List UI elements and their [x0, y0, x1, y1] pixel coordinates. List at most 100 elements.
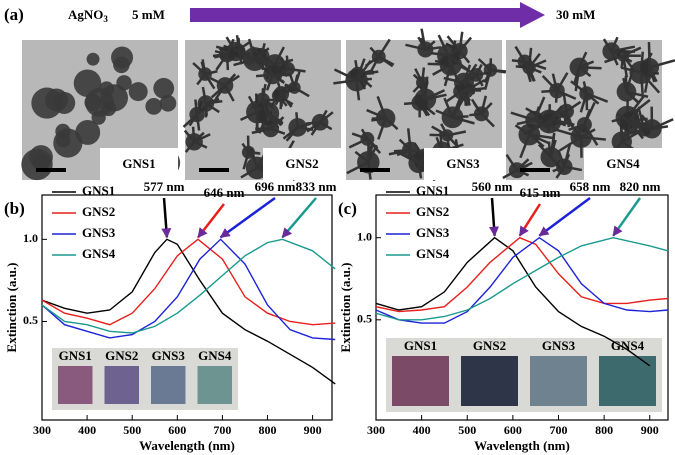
arrow	[190, 2, 545, 28]
spike	[446, 134, 458, 146]
spike	[215, 53, 229, 71]
inset-label: GNS2	[473, 338, 506, 353]
particle	[159, 94, 177, 112]
spike	[579, 66, 602, 70]
spectrum-line	[375, 236, 669, 324]
label-box	[100, 148, 178, 180]
y-tick-label: 1.0	[357, 229, 372, 243]
spike	[475, 64, 483, 76]
annotation-pointer	[197, 203, 225, 239]
spike	[502, 169, 518, 180]
spike	[622, 54, 635, 70]
legend-label: GNS4	[416, 246, 450, 261]
image-label: GNS2	[285, 156, 318, 171]
x-tick-label: 900	[304, 423, 322, 437]
label-box	[584, 148, 662, 180]
spike	[631, 121, 653, 130]
x-tick-label: 300	[33, 423, 51, 437]
spike	[405, 43, 426, 51]
spike	[251, 46, 263, 57]
spike	[565, 110, 573, 124]
y-axis-label: Extinction (a.u.)	[338, 263, 353, 353]
spike	[182, 113, 198, 128]
spike	[356, 77, 372, 82]
spike	[214, 84, 227, 100]
spike	[457, 91, 463, 110]
spike	[285, 126, 299, 142]
spike	[626, 90, 649, 98]
spike	[262, 59, 274, 76]
spike	[346, 161, 369, 175]
spectrum-line	[41, 238, 336, 334]
spike	[552, 165, 565, 173]
spike	[625, 90, 641, 105]
spike	[649, 59, 675, 69]
sample-swatch	[530, 356, 587, 406]
spike	[251, 99, 264, 110]
spike	[280, 93, 293, 108]
spike	[431, 125, 448, 137]
x-tick-label: 400	[413, 423, 431, 437]
spike	[240, 110, 258, 121]
sample-swatch	[599, 356, 656, 406]
spike	[425, 46, 442, 51]
spike	[568, 123, 585, 131]
spike	[578, 51, 588, 68]
spike	[333, 68, 358, 82]
spike	[355, 58, 366, 81]
spike	[430, 51, 449, 57]
spike	[266, 112, 284, 126]
spike	[519, 134, 531, 159]
spike	[529, 133, 555, 140]
plot-frame	[41, 194, 333, 421]
spike	[354, 150, 370, 164]
reagent: AgNO3	[68, 7, 108, 24]
spike	[516, 158, 530, 172]
spike	[537, 143, 552, 158]
spectrum-line	[41, 238, 336, 385]
spike	[241, 142, 250, 153]
start-conc: 5 mM	[132, 7, 165, 22]
image-label: GNS4	[606, 156, 640, 171]
spectrum-line	[375, 236, 651, 367]
x-tick-label: 500	[458, 423, 476, 437]
spike	[452, 115, 469, 119]
spike	[420, 28, 427, 50]
spike	[412, 73, 424, 84]
spike	[610, 36, 619, 52]
peak-annotation: 560 nm	[472, 179, 513, 194]
particle	[44, 88, 68, 112]
spike	[648, 66, 658, 83]
spike	[445, 90, 462, 103]
sample-swatch	[197, 366, 232, 404]
annotation-pointer	[489, 197, 499, 237]
spike	[583, 108, 592, 125]
spike	[574, 67, 581, 92]
x-tick-label: 300	[367, 423, 385, 437]
spike	[622, 46, 642, 57]
spike	[439, 132, 444, 152]
particle	[128, 82, 148, 102]
x-axis-label: Wavelength (nm)	[474, 438, 570, 453]
image-label: GNS1	[122, 156, 155, 171]
spike	[578, 66, 592, 78]
spike	[233, 57, 256, 67]
spike	[406, 150, 420, 164]
spike	[541, 89, 558, 94]
spike	[528, 52, 541, 69]
legend-label: GNS2	[416, 204, 449, 219]
spike	[570, 80, 588, 95]
spike	[616, 112, 631, 123]
spectrum-line	[375, 236, 669, 313]
spike	[204, 70, 218, 76]
spike	[510, 111, 535, 122]
spike	[293, 86, 310, 98]
spike	[563, 153, 571, 168]
peak-annotation: 833 nm	[296, 179, 337, 194]
spike	[524, 60, 547, 71]
spike	[447, 55, 456, 74]
spike	[417, 162, 423, 179]
spike	[511, 59, 525, 63]
peak-annotation: 658 nm	[570, 179, 611, 194]
spike	[457, 73, 477, 85]
